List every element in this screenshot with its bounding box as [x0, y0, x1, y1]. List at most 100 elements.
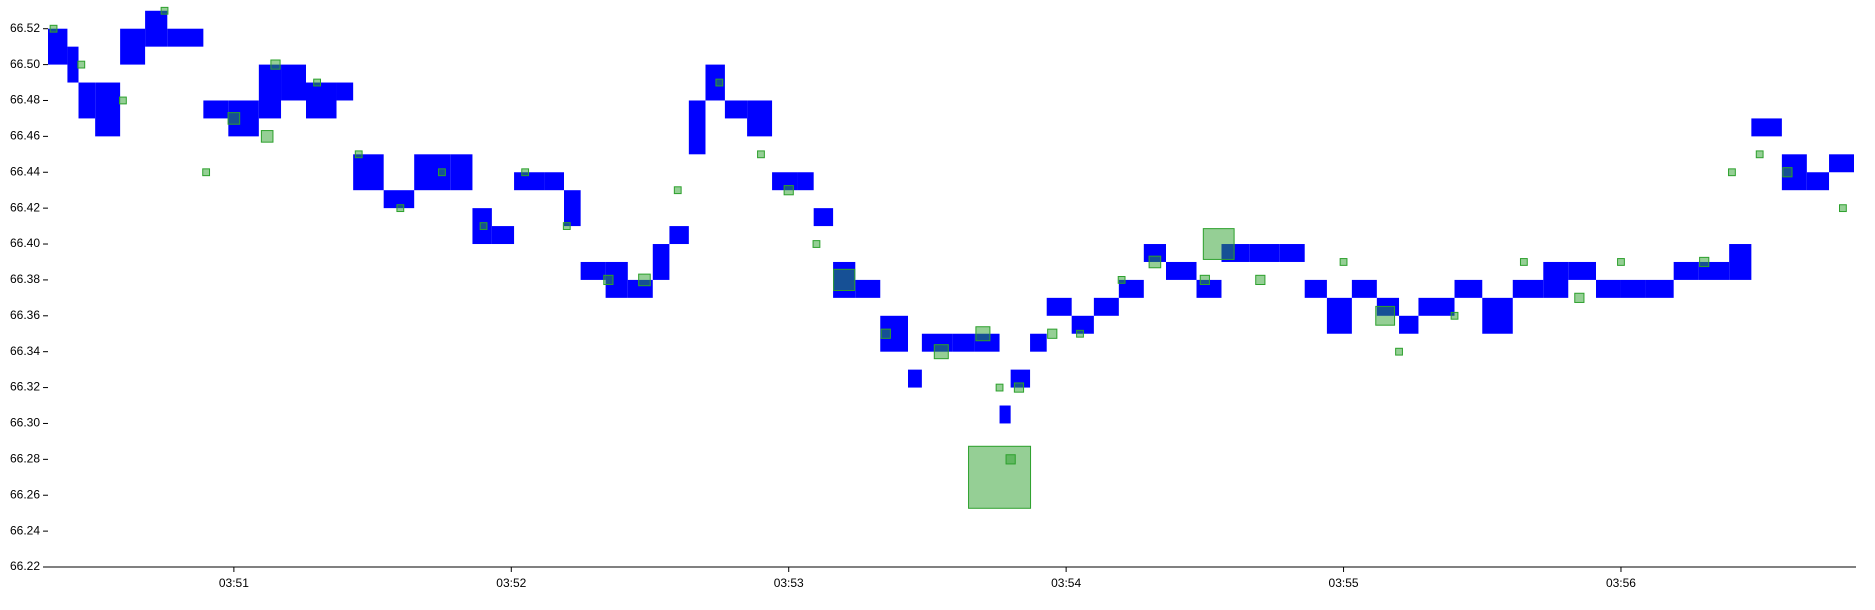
spread-band: [1418, 297, 1455, 316]
trade: [270, 59, 281, 70]
spread-band: [952, 333, 975, 352]
spread-band: [1645, 279, 1674, 298]
trade: [1519, 258, 1528, 266]
spread-band: [1118, 279, 1144, 298]
y-tick-label: 66.26: [10, 487, 40, 501]
y-tick-label: 66.48: [10, 93, 40, 107]
spread-band: [605, 261, 628, 298]
trade: [1375, 305, 1396, 326]
spread-band: [1249, 244, 1280, 262]
trade: [1339, 258, 1348, 266]
y-tick-label: 66.40: [10, 236, 40, 250]
trade: [1005, 454, 1016, 465]
spread-band: [258, 64, 282, 119]
trade: [227, 112, 241, 125]
spread-band: [491, 226, 515, 245]
spread-band: [1351, 279, 1377, 298]
y-tick-label: 66.38: [10, 272, 40, 286]
y-tick-label: 66.44: [10, 164, 40, 178]
trade: [1255, 274, 1266, 286]
spread-band: [908, 369, 922, 388]
trade: [260, 130, 274, 143]
trade: [1117, 276, 1126, 284]
trade: [603, 274, 614, 286]
trade: [1199, 274, 1210, 286]
trade: [1839, 204, 1847, 213]
spread-band: [813, 208, 834, 227]
x-tick-label: 03:55: [1329, 576, 1359, 590]
spread-band: [1326, 297, 1352, 334]
trade: [77, 60, 86, 69]
spread-band: [652, 244, 670, 280]
spread-band: [1454, 279, 1483, 298]
spread-band: [1806, 172, 1830, 191]
trade: [1013, 382, 1025, 393]
y-tick-label: 66.30: [10, 416, 40, 430]
spread-band: [797, 172, 814, 191]
trade: [438, 168, 446, 177]
spread-band: [48, 28, 68, 65]
trade: [673, 186, 682, 195]
trade: [1076, 329, 1084, 338]
spread-band: [1093, 297, 1119, 316]
trade: [1755, 150, 1764, 159]
x-tick-label: 03:51: [219, 576, 249, 590]
spread-band: [1620, 279, 1646, 298]
trade: [1395, 347, 1403, 356]
spread-band: [145, 10, 168, 47]
trade: [783, 185, 794, 196]
spread-band: [724, 100, 748, 119]
trade: [396, 204, 405, 213]
trade: [1728, 168, 1736, 177]
trade: [995, 383, 1004, 392]
spread-band: [306, 82, 337, 119]
y-tick-label: 66.36: [10, 308, 40, 322]
spread-band: [67, 46, 79, 83]
spread-band: [564, 190, 581, 227]
spread-band: [1399, 315, 1419, 334]
trade: [119, 96, 127, 105]
trade: [1782, 167, 1793, 178]
spread-band: [353, 154, 384, 191]
spread-band: [95, 82, 121, 137]
y-tick-label: 66.32: [10, 380, 40, 394]
trade: [521, 168, 530, 177]
spread-band: [1071, 315, 1094, 334]
spread-band: [855, 279, 881, 298]
trade: [202, 168, 211, 177]
trade: [562, 222, 571, 230]
y-tick-label: 66.24: [10, 523, 40, 537]
spread-band: [203, 100, 229, 119]
spread-band: [1568, 261, 1596, 280]
trade: [160, 6, 169, 15]
trade: [968, 445, 1032, 509]
trade: [975, 326, 991, 342]
y-tick-label: 66.50: [10, 57, 40, 71]
spread-band: [281, 64, 306, 101]
trade: [354, 150, 363, 159]
spread-band: [383, 190, 415, 209]
trade: [715, 78, 724, 87]
spread-band: [705, 64, 725, 101]
spread-band: [1729, 244, 1752, 280]
spread-band: [167, 28, 204, 47]
spread-band: [1030, 333, 1047, 352]
x-tick-label: 03:53: [774, 576, 804, 590]
spread-band: [1482, 297, 1513, 334]
spread-band: [544, 172, 564, 191]
y-tick-label: 66.28: [10, 452, 40, 466]
y-tick-label: 66.46: [10, 129, 40, 143]
spread-band: [78, 82, 96, 119]
spread-band: [1279, 244, 1305, 262]
x-tick-label: 03:56: [1606, 576, 1636, 590]
trade: [638, 273, 651, 287]
y-tick-label: 66.42: [10, 200, 40, 214]
x-tick-label: 03:54: [1051, 576, 1081, 590]
trade: [1148, 255, 1162, 269]
spread-band: [336, 82, 354, 101]
spread-band: [450, 154, 473, 191]
spread-band: [514, 172, 545, 191]
x-tick-label: 03:52: [496, 576, 526, 590]
trade: [757, 150, 765, 159]
